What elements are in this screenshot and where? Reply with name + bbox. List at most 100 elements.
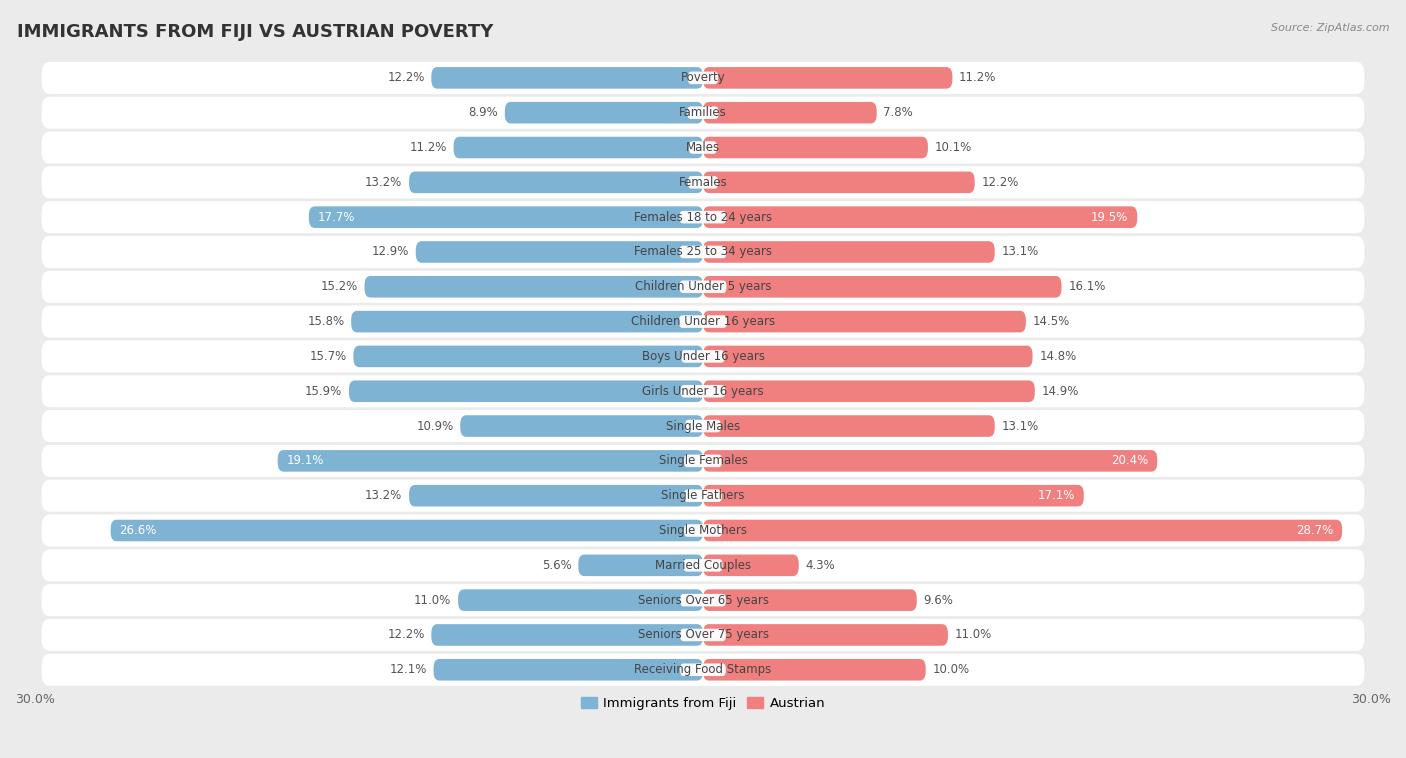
Text: 15.9%: 15.9% [305,385,342,398]
Text: Single Mothers: Single Mothers [659,524,747,537]
FancyBboxPatch shape [703,67,952,89]
FancyBboxPatch shape [703,415,994,437]
FancyBboxPatch shape [681,628,725,641]
FancyBboxPatch shape [703,381,1035,402]
Text: Receiving Food Stamps: Receiving Food Stamps [634,663,772,676]
FancyBboxPatch shape [703,520,1343,541]
Text: 14.8%: 14.8% [1039,350,1077,363]
FancyBboxPatch shape [703,589,917,611]
FancyBboxPatch shape [703,346,1032,367]
Text: Single Females: Single Females [658,454,748,468]
FancyBboxPatch shape [42,619,1364,651]
Text: 11.0%: 11.0% [415,594,451,606]
Text: 16.1%: 16.1% [1069,280,1105,293]
Text: 9.6%: 9.6% [924,594,953,606]
Text: 28.7%: 28.7% [1296,524,1333,537]
FancyBboxPatch shape [353,346,703,367]
FancyBboxPatch shape [460,415,703,437]
FancyBboxPatch shape [703,276,1062,298]
Text: 15.2%: 15.2% [321,280,359,293]
FancyBboxPatch shape [416,241,703,263]
Text: 14.9%: 14.9% [1042,385,1078,398]
FancyBboxPatch shape [42,271,1364,302]
FancyBboxPatch shape [703,659,925,681]
FancyBboxPatch shape [42,166,1364,199]
FancyBboxPatch shape [42,584,1364,616]
Text: Poverty: Poverty [681,71,725,84]
FancyBboxPatch shape [42,653,1364,686]
FancyBboxPatch shape [42,97,1364,129]
Text: 11.0%: 11.0% [955,628,991,641]
FancyBboxPatch shape [578,555,703,576]
FancyBboxPatch shape [409,485,703,506]
FancyBboxPatch shape [679,246,727,258]
Text: 13.2%: 13.2% [366,489,402,503]
Text: 17.7%: 17.7% [318,211,356,224]
Text: 12.2%: 12.2% [387,71,425,84]
FancyBboxPatch shape [688,106,718,119]
Text: Girls Under 16 years: Girls Under 16 years [643,385,763,398]
Text: Seniors Over 65 years: Seniors Over 65 years [637,594,769,606]
Text: Females 18 to 24 years: Females 18 to 24 years [634,211,772,224]
FancyBboxPatch shape [703,241,994,263]
FancyBboxPatch shape [703,485,1084,506]
FancyBboxPatch shape [685,525,721,537]
Text: Children Under 5 years: Children Under 5 years [634,280,772,293]
FancyBboxPatch shape [688,176,718,189]
FancyBboxPatch shape [685,490,721,502]
Text: Females 25 to 34 years: Females 25 to 34 years [634,246,772,258]
FancyBboxPatch shape [681,663,725,676]
Legend: Immigrants from Fiji, Austrian: Immigrants from Fiji, Austrian [575,691,831,715]
FancyBboxPatch shape [681,594,725,606]
FancyBboxPatch shape [42,410,1364,442]
FancyBboxPatch shape [42,375,1364,407]
FancyBboxPatch shape [432,67,703,89]
Text: IMMIGRANTS FROM FIJI VS AUSTRIAN POVERTY: IMMIGRANTS FROM FIJI VS AUSTRIAN POVERTY [17,23,494,41]
Text: 13.2%: 13.2% [366,176,402,189]
Text: 10.0%: 10.0% [932,663,970,676]
FancyBboxPatch shape [505,102,703,124]
Text: Females: Females [679,176,727,189]
FancyBboxPatch shape [679,315,727,328]
Text: 5.6%: 5.6% [541,559,572,572]
FancyBboxPatch shape [703,450,1157,471]
Text: 4.3%: 4.3% [806,559,835,572]
FancyBboxPatch shape [352,311,703,333]
Text: 7.8%: 7.8% [883,106,912,119]
FancyBboxPatch shape [689,141,717,154]
Text: 11.2%: 11.2% [959,71,997,84]
FancyBboxPatch shape [433,659,703,681]
Text: Children Under 16 years: Children Under 16 years [631,315,775,328]
FancyBboxPatch shape [111,520,703,541]
FancyBboxPatch shape [364,276,703,298]
FancyBboxPatch shape [42,550,1364,581]
FancyBboxPatch shape [682,350,724,362]
Text: 14.5%: 14.5% [1032,315,1070,328]
FancyBboxPatch shape [703,311,1026,333]
FancyBboxPatch shape [703,102,877,124]
FancyBboxPatch shape [42,340,1364,372]
FancyBboxPatch shape [409,171,703,193]
FancyBboxPatch shape [42,305,1364,337]
FancyBboxPatch shape [42,62,1364,94]
Text: 12.2%: 12.2% [387,628,425,641]
FancyBboxPatch shape [42,201,1364,233]
Text: 19.1%: 19.1% [287,454,323,468]
Text: 8.9%: 8.9% [468,106,498,119]
FancyBboxPatch shape [703,555,799,576]
FancyBboxPatch shape [703,136,928,158]
Text: Families: Families [679,106,727,119]
Text: 13.1%: 13.1% [1001,246,1039,258]
Text: 26.6%: 26.6% [120,524,157,537]
FancyBboxPatch shape [685,455,721,467]
FancyBboxPatch shape [42,480,1364,512]
FancyBboxPatch shape [309,206,703,228]
Text: Males: Males [686,141,720,154]
FancyBboxPatch shape [349,381,703,402]
FancyBboxPatch shape [42,236,1364,268]
Text: 12.2%: 12.2% [981,176,1019,189]
Text: 15.7%: 15.7% [309,350,347,363]
Text: 12.1%: 12.1% [389,663,427,676]
FancyBboxPatch shape [679,211,727,224]
Text: 12.9%: 12.9% [371,246,409,258]
